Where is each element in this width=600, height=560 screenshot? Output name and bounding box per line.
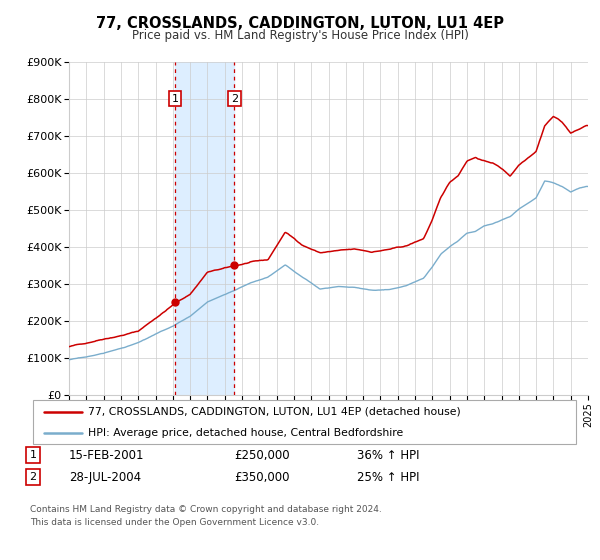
Text: Price paid vs. HM Land Registry's House Price Index (HPI): Price paid vs. HM Land Registry's House …: [131, 29, 469, 42]
Text: 1: 1: [172, 94, 178, 104]
Text: £250,000: £250,000: [234, 449, 290, 462]
Bar: [175, 62, 235, 395]
Text: 36% ↑ HPI: 36% ↑ HPI: [357, 449, 419, 462]
Text: 2: 2: [231, 94, 238, 104]
Text: HPI: Average price, detached house, Central Bedfordshire: HPI: Average price, detached house, Cent…: [88, 428, 403, 438]
Text: 77, CROSSLANDS, CADDINGTON, LUTON, LU1 4EP: 77, CROSSLANDS, CADDINGTON, LUTON, LU1 4…: [96, 16, 504, 31]
Text: £350,000: £350,000: [234, 470, 290, 484]
Text: 1: 1: [29, 450, 37, 460]
Text: 28-JUL-2004: 28-JUL-2004: [69, 470, 141, 484]
Text: 25% ↑ HPI: 25% ↑ HPI: [357, 470, 419, 484]
FancyBboxPatch shape: [33, 400, 577, 444]
Text: 15-FEB-2001: 15-FEB-2001: [69, 449, 145, 462]
Text: 77, CROSSLANDS, CADDINGTON, LUTON, LU1 4EP (detached house): 77, CROSSLANDS, CADDINGTON, LUTON, LU1 4…: [88, 407, 461, 417]
Text: 2: 2: [29, 472, 37, 482]
Text: Contains HM Land Registry data © Crown copyright and database right 2024.
This d: Contains HM Land Registry data © Crown c…: [30, 505, 382, 526]
